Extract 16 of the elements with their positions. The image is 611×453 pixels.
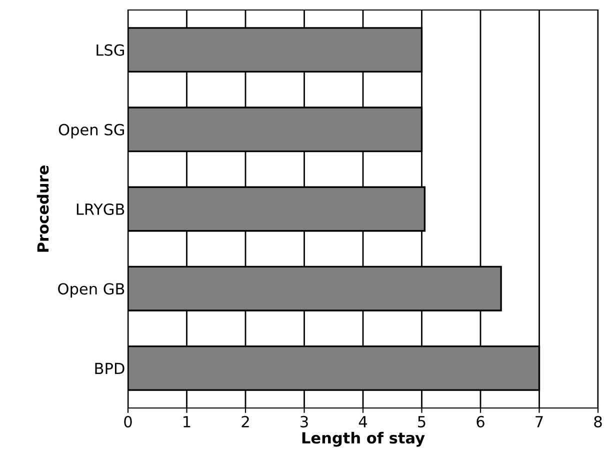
x-tick-label: 4 [358,416,368,428]
y-tick-label: LSG [96,44,124,56]
x-tick-label: 2 [242,416,249,428]
x-tick-label: 1 [184,416,190,428]
x-tick-label: 6 [476,416,484,428]
x-axis-title: Length of stay [302,432,425,447]
y-tick-label: Open GB [58,283,124,298]
x-tick-label: 0 [124,416,132,428]
x-tick-label: 7 [536,416,543,428]
y-tick-label: Open SG [58,124,124,138]
x-tick-label: 8 [594,416,602,428]
y-tick-label: LRYGB [76,203,124,216]
x-tick-label: 5 [418,416,426,428]
y-tick-label: BPD [95,362,124,374]
y-axis-title: Procedure [36,166,49,252]
x-tick-label: 3 [300,416,308,428]
